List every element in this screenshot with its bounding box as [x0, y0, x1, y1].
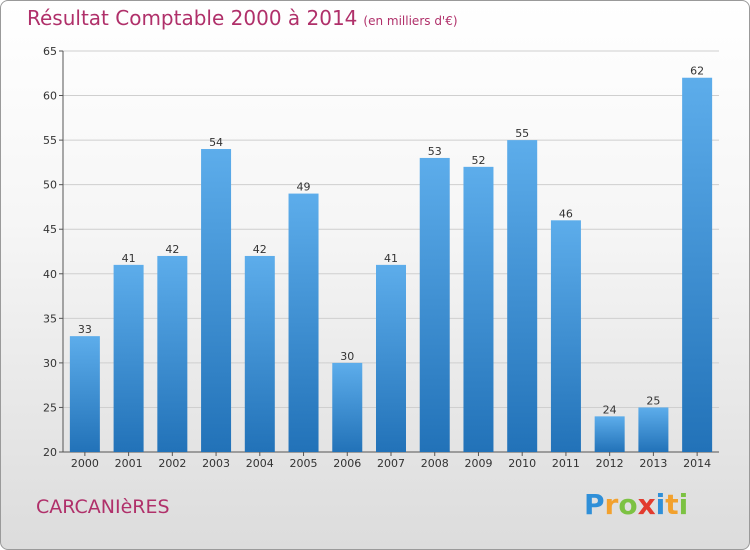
x-tick-label: 2007	[377, 457, 405, 470]
x-tick-label: 2002	[158, 457, 186, 470]
bar	[594, 416, 625, 452]
y-tick-label: 35	[43, 312, 57, 325]
x-tick-label: 2004	[246, 457, 274, 470]
proxiti-logo: Proxiti	[584, 488, 688, 521]
data-label: 33	[78, 323, 92, 336]
x-tick-labels: 2000 2001 2002 2003 2004 2005 2006 2007 2008 2009…	[71, 457, 711, 470]
data-label: 41	[122, 252, 136, 265]
data-label: 62	[690, 65, 704, 78]
logo-letter: x	[637, 488, 656, 521]
x-tick-label: 2005	[290, 457, 318, 470]
x-tick-label: 2008	[421, 457, 449, 470]
bar	[463, 166, 494, 452]
data-labels: 33 41 42 54 42 49 30 41 53 52 55 46 24 25 62	[78, 65, 704, 417]
bar	[288, 193, 319, 453]
bar	[332, 362, 363, 452]
bar	[244, 255, 275, 452]
data-label: 54	[209, 136, 223, 149]
chart-title-text: Résultat Comptable 2000 à 2014	[27, 6, 358, 30]
bar	[550, 220, 581, 452]
bar	[507, 140, 538, 452]
logo-letter: r	[604, 488, 619, 521]
town-name: CARCANIèRES	[36, 496, 170, 518]
y-tick-label: 20	[43, 446, 57, 459]
bar	[419, 157, 450, 452]
bar	[376, 264, 406, 452]
x-tick-label: 2012	[596, 457, 624, 470]
data-label: 49	[297, 181, 311, 194]
data-label: 46	[559, 207, 573, 220]
bar	[157, 255, 188, 452]
logo-letter: P	[584, 488, 605, 521]
data-label: 42	[253, 243, 267, 256]
y-tick-label: 25	[43, 401, 57, 414]
y-tick-labels: 20 25 30 35 40 45 50 55 60 65	[43, 45, 57, 459]
bar	[638, 407, 669, 452]
bar	[113, 264, 144, 452]
data-label: 41	[384, 252, 398, 265]
data-label: 42	[165, 243, 179, 256]
chart-title: Résultat Comptable 2000 à 2014 (en millie…	[27, 6, 458, 30]
y-tick-label: 45	[43, 223, 57, 236]
x-tick-label: 2014	[683, 457, 711, 470]
logo-letter: o	[618, 488, 638, 521]
logo-letter: i	[678, 488, 689, 521]
logo-letter: t	[665, 488, 679, 521]
bar	[682, 77, 713, 452]
x-tick-label: 2009	[464, 457, 492, 470]
y-tick-label: 50	[43, 179, 57, 192]
data-label: 55	[515, 127, 529, 140]
logo-letter: i	[655, 488, 666, 521]
data-label: 24	[603, 403, 617, 416]
chart-subtitle: (en milliers d'€)	[363, 14, 458, 28]
y-tick-label: 40	[43, 268, 57, 281]
x-tick-label: 2010	[508, 457, 536, 470]
bar	[69, 336, 100, 452]
x-tick-label: 2006	[333, 457, 361, 470]
y-tick-label: 65	[43, 45, 57, 58]
y-tick-label: 60	[43, 90, 57, 103]
x-tick-label: 2011	[552, 457, 580, 470]
data-label: 52	[471, 154, 485, 167]
data-label: 25	[646, 394, 660, 407]
data-label: 30	[340, 350, 354, 363]
x-tick-label: 2013	[639, 457, 667, 470]
y-tick-label: 30	[43, 357, 57, 370]
x-tick-label: 2000	[71, 457, 99, 470]
data-label: 53	[428, 145, 442, 158]
bars	[69, 77, 713, 453]
x-tick-label: 2003	[202, 457, 230, 470]
x-tick-label: 2001	[115, 457, 143, 470]
y-tick-label: 55	[43, 134, 57, 147]
bar	[201, 149, 232, 452]
